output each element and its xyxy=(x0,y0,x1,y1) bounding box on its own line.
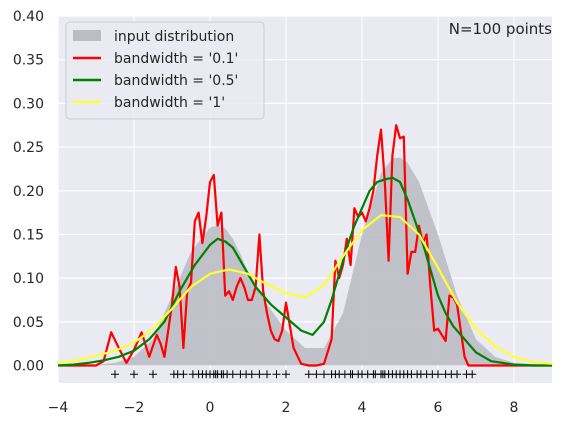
data-point-marker xyxy=(255,370,264,379)
x-tick-label: 2 xyxy=(282,400,291,416)
legend-swatch-distribution xyxy=(73,30,101,41)
data-point-marker xyxy=(312,370,321,379)
y-tick-label: 0.05 xyxy=(13,315,44,331)
data-point-marker xyxy=(304,370,313,379)
data-point-marker xyxy=(272,370,281,379)
series-lines xyxy=(57,124,553,367)
data-point-marker xyxy=(434,370,442,379)
x-tick-label: 6 xyxy=(434,400,443,416)
data-point-marker xyxy=(282,370,290,379)
legend-label-distribution: input distribution xyxy=(114,29,234,45)
data-point-marker xyxy=(149,370,157,379)
y-tick-label: 0.10 xyxy=(13,271,44,287)
series-line-bw1 xyxy=(57,214,553,365)
y-tick-label: 0.35 xyxy=(13,53,44,69)
data-point-marker xyxy=(228,370,237,379)
x-tick-label: −2 xyxy=(124,400,145,416)
data-point-marker xyxy=(263,370,271,379)
x-axis-ticks: −4 −2 0 2 4 6 8 xyxy=(48,400,519,416)
x-tick-label: 0 xyxy=(206,400,215,416)
data-point-marker xyxy=(453,370,461,379)
legend-label-bw01: bandwidth = '0.1' xyxy=(114,51,238,67)
legend-label-bw05: bandwidth = '0.5' xyxy=(114,73,238,89)
legend: input distribution bandwidth = '0.1' ban… xyxy=(65,21,265,120)
data-point-marker xyxy=(111,370,119,379)
data-point-marker xyxy=(247,370,256,379)
y-tick-label: 0.40 xyxy=(13,9,44,25)
data-point-marker xyxy=(320,370,328,379)
y-tick-label: 0.30 xyxy=(13,96,44,112)
data-point-marker xyxy=(179,370,188,379)
x-tick-label: 4 xyxy=(358,400,367,416)
data-points xyxy=(111,370,477,379)
y-axis-ticks: 0.00 0.05 0.10 0.15 0.20 0.25 0.30 0.35 0.40 xyxy=(13,9,44,375)
series-line-bw01 xyxy=(58,124,552,367)
y-tick-label: 0.15 xyxy=(13,227,44,243)
sample-count-annotation: N=100 points xyxy=(449,20,552,38)
x-tick-label: −4 xyxy=(48,400,69,416)
data-point-marker xyxy=(130,370,138,379)
y-tick-label: 0.20 xyxy=(13,184,44,200)
data-point-marker xyxy=(468,370,477,379)
legend-label-bw1: bandwidth = '1' xyxy=(114,95,225,111)
y-tick-label: 0.00 xyxy=(13,359,44,375)
legend-box xyxy=(65,21,265,120)
y-tick-label: 0.25 xyxy=(13,140,44,156)
x-tick-label: 8 xyxy=(510,400,519,416)
